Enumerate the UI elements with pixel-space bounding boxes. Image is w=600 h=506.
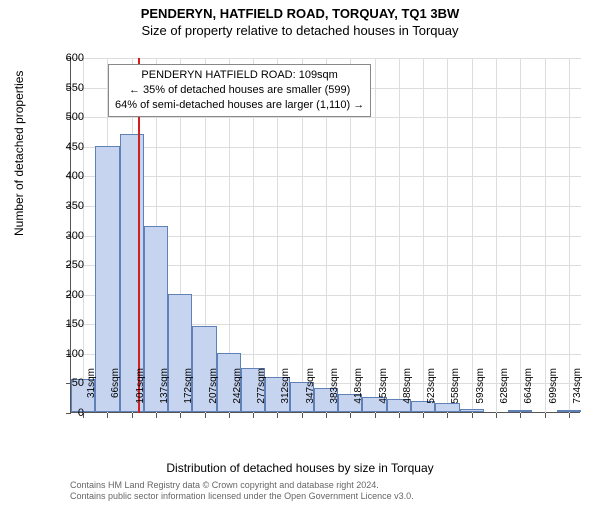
xtick-mark: [107, 413, 108, 418]
xtick-label: 312sqm: [280, 368, 291, 418]
xtick-label: 664sqm: [523, 368, 534, 418]
xtick-mark: [277, 413, 278, 418]
xtick-mark: [229, 413, 230, 418]
annotation-box: PENDERYN HATFIELD ROAD: 109sqm ← 35% of …: [108, 64, 371, 117]
y-axis-label: Number of detached properties: [12, 71, 26, 236]
xtick-label: 277sqm: [256, 368, 267, 418]
xtick-label: 418sqm: [353, 368, 364, 418]
gridline-v: [569, 58, 570, 413]
xtick-label: 453sqm: [378, 368, 389, 418]
xtick-label: 383sqm: [329, 368, 340, 418]
xtick-mark: [569, 413, 570, 418]
ytick-label: 300: [44, 230, 84, 242]
xtick-label: 242sqm: [232, 368, 243, 418]
xtick-label: 523sqm: [426, 368, 437, 418]
xtick-mark: [423, 413, 424, 418]
xtick-mark: [253, 413, 254, 418]
xtick-mark: [205, 413, 206, 418]
gridline-v: [423, 58, 424, 413]
ytick-label: 600: [44, 52, 84, 64]
x-axis-label: Distribution of detached houses by size …: [0, 461, 600, 475]
page-title: PENDERYN, HATFIELD ROAD, TORQUAY, TQ1 3B…: [0, 6, 600, 21]
xtick-mark: [132, 413, 133, 418]
footer-attribution: Contains HM Land Registry data © Crown c…: [70, 480, 414, 502]
ytick-label: 550: [44, 82, 84, 94]
ytick-label: 350: [44, 200, 84, 212]
xtick-mark: [399, 413, 400, 418]
xtick-label: 558sqm: [450, 368, 461, 418]
gridline-v: [545, 58, 546, 413]
xtick-mark: [156, 413, 157, 418]
ytick-label: 500: [44, 111, 84, 123]
xtick-label: 207sqm: [208, 368, 219, 418]
xtick-label: 593sqm: [475, 368, 486, 418]
xtick-mark: [180, 413, 181, 418]
footer-line-2: Contains public sector information licen…: [70, 491, 414, 502]
annotation-line-2: ← 35% of detached houses are smaller (59…: [115, 83, 364, 98]
xtick-mark: [496, 413, 497, 418]
chart-area: 31sqm66sqm101sqm137sqm172sqm207sqm242sqm…: [70, 58, 580, 413]
annotation-line-1: PENDERYN HATFIELD ROAD: 109sqm: [115, 68, 364, 83]
ytick-label: 250: [44, 259, 84, 271]
xtick-label: 66sqm: [110, 368, 121, 418]
gridline-v: [375, 58, 376, 413]
xtick-label: 347sqm: [305, 368, 316, 418]
xtick-label: 488sqm: [402, 368, 413, 418]
ytick-label: 400: [44, 170, 84, 182]
xtick-mark: [520, 413, 521, 418]
xtick-mark: [326, 413, 327, 418]
xtick-label: 31sqm: [86, 368, 97, 418]
xtick-mark: [350, 413, 351, 418]
ytick-label: 150: [44, 318, 84, 330]
annotation-line-3: 64% of semi-detached houses are larger (…: [115, 98, 364, 113]
gridline-v: [399, 58, 400, 413]
xtick-label: 699sqm: [548, 368, 559, 418]
gridline-v: [447, 58, 448, 413]
ytick-label: 450: [44, 141, 84, 153]
ytick-label: 100: [44, 348, 84, 360]
ytick-label: 200: [44, 289, 84, 301]
ytick-label: 0: [44, 407, 84, 419]
xtick-mark: [302, 413, 303, 418]
xtick-mark: [375, 413, 376, 418]
xtick-mark: [545, 413, 546, 418]
xtick-mark: [447, 413, 448, 418]
xtick-label: 734sqm: [572, 368, 583, 418]
ytick-label: 50: [44, 377, 84, 389]
xtick-label: 172sqm: [183, 368, 194, 418]
xtick-label: 137sqm: [159, 368, 170, 418]
footer-line-1: Contains HM Land Registry data © Crown c…: [70, 480, 414, 491]
xtick-label: 101sqm: [135, 368, 146, 418]
xtick-mark: [472, 413, 473, 418]
page-subtitle: Size of property relative to detached ho…: [0, 23, 600, 38]
xtick-label: 628sqm: [499, 368, 510, 418]
gridline-v: [472, 58, 473, 413]
gridline-v: [496, 58, 497, 413]
gridline-v: [520, 58, 521, 413]
